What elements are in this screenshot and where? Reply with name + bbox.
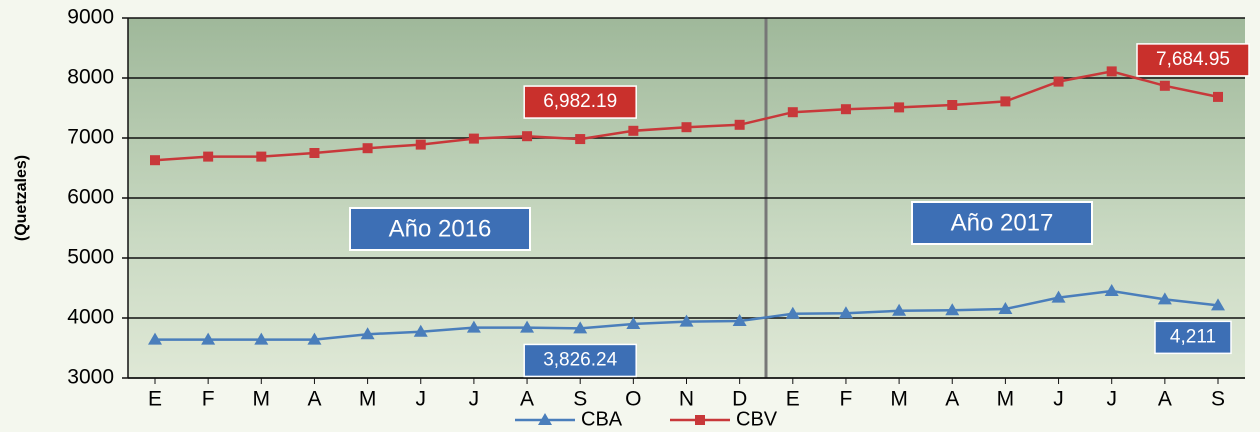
value-label: 4,211 [1170, 326, 1216, 347]
marker [307, 332, 322, 345]
legend-label: CBV [736, 408, 778, 430]
annotation-box [911, 201, 1093, 245]
marker [150, 155, 160, 166]
marker [466, 320, 481, 333]
x-tick-label: J [469, 388, 480, 411]
marker [254, 332, 269, 345]
value-label: 7,684.95 [1156, 49, 1230, 70]
y-tick-label: 6000 [67, 186, 114, 209]
x-tick-label: S [573, 388, 587, 411]
y-tick-label: 4000 [67, 306, 114, 329]
value-label-box [1154, 320, 1232, 355]
marker [628, 125, 639, 136]
value-label: 6,982.19 [543, 91, 617, 112]
y-tick-label: 3000 [67, 366, 114, 389]
marker [626, 317, 641, 329]
marker [360, 327, 375, 340]
marker [256, 151, 267, 162]
marker [894, 102, 905, 113]
marker [1051, 290, 1066, 303]
marker [695, 415, 705, 425]
x-tick-label: M [253, 388, 271, 411]
marker [1104, 284, 1119, 296]
annotation: Año 2016 [389, 215, 492, 242]
x-tick-label: F [840, 388, 853, 411]
x-tick-label: A [520, 388, 534, 411]
marker [1159, 80, 1170, 91]
x-tick-label: E [786, 388, 800, 411]
value-label-box [523, 343, 637, 378]
x-tick-label: E [148, 388, 162, 411]
marker [1211, 298, 1225, 311]
x-tick-label: M [997, 388, 1015, 411]
y-tick-label: 7000 [67, 126, 114, 149]
y-axis-label: (Quetzales) [13, 155, 30, 241]
marker [1106, 66, 1117, 77]
marker [838, 306, 853, 319]
marker [203, 151, 214, 162]
marker [1157, 292, 1172, 305]
annotation-box [349, 207, 531, 251]
x-tick-label: S [1211, 388, 1225, 411]
annotation: Año 2017 [951, 209, 1054, 236]
marker [734, 119, 745, 130]
marker [575, 134, 586, 145]
x-tick-label: M [359, 388, 377, 411]
marker [681, 122, 692, 133]
marker [362, 143, 373, 154]
marker [945, 303, 960, 316]
value-label-box [523, 85, 637, 119]
annotations: Año 2016 Año 2017 [349, 201, 1093, 251]
marker [892, 303, 907, 316]
marker [201, 332, 216, 345]
y-tick-label: 5000 [67, 246, 114, 269]
marker [998, 302, 1013, 314]
y-tick-label: 8000 [67, 66, 114, 89]
marker [1053, 76, 1064, 87]
marker [522, 131, 533, 142]
marker [732, 314, 747, 326]
marker [573, 321, 588, 334]
marker [309, 148, 320, 158]
value-label-box [1136, 43, 1250, 77]
marker [840, 104, 851, 115]
x-tick-label: A [945, 388, 959, 411]
marker [413, 324, 428, 337]
marker [468, 133, 479, 144]
marker [785, 306, 800, 319]
x-tick-label: O [625, 388, 641, 411]
marker [1000, 96, 1011, 107]
x-tick-label: D [732, 388, 747, 411]
x-tick-label: A [1158, 388, 1172, 411]
marker [679, 314, 694, 327]
marker [538, 413, 552, 425]
x-tick-label: N [679, 388, 694, 411]
marker [947, 100, 958, 110]
y-tick-label: 9000 [67, 6, 114, 29]
x-tick-label: J [1053, 388, 1064, 411]
x-tick-label: A [307, 388, 321, 411]
value-label: 3,826.24 [543, 349, 617, 370]
x-tick-label: M [890, 388, 908, 411]
x-tick-label: F [202, 388, 215, 411]
marker [1213, 91, 1223, 102]
legend-label: CBA [581, 408, 623, 430]
marker [787, 107, 798, 118]
marker [148, 332, 162, 345]
x-tick-label: J [1106, 388, 1117, 411]
x-tick-label: J [416, 388, 427, 411]
marker [415, 139, 426, 150]
marker [520, 320, 535, 333]
